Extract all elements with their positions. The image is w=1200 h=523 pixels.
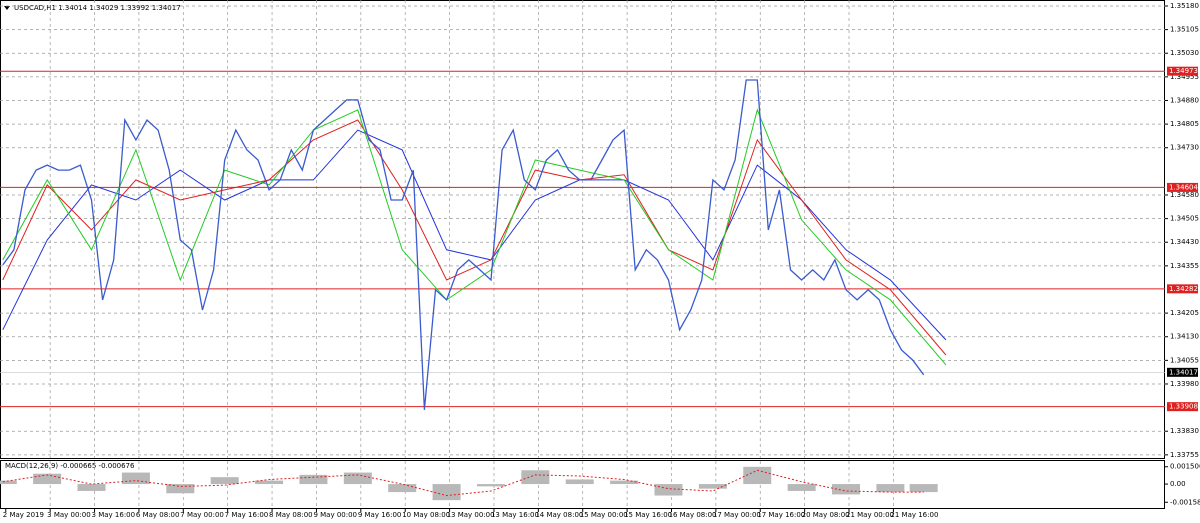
x-tick-label: 9 May 16:00 [358, 511, 402, 519]
y-tick-label: 1.33830 [1170, 427, 1199, 435]
level-tag [1167, 284, 1198, 294]
macd-bar [787, 484, 816, 491]
y-tick-label: 1.34055 [1170, 356, 1199, 364]
level-tag [1167, 402, 1198, 412]
last-price-label: 1.34017 [1169, 368, 1198, 376]
y-tick-label: 1.34730 [1170, 144, 1199, 152]
level-label: 1.34604 [1169, 183, 1198, 191]
macd-bar [210, 477, 239, 485]
menu-triangle[interactable] [4, 6, 10, 10]
macd-bar [77, 484, 106, 491]
x-tick-label: 7 May 00:00 [180, 511, 224, 519]
y-tick-label: 1.34880 [1170, 96, 1199, 104]
macd-bar [610, 480, 639, 485]
x-tick-label: 9 May 00:00 [313, 511, 357, 519]
x-tick-label: 16 May 08:00 [668, 511, 716, 519]
macd-bar [654, 484, 683, 496]
macd-bar [343, 472, 372, 485]
level-label: 1.34973 [1169, 67, 1198, 75]
y-tick-label: 1.35105 [1170, 26, 1199, 34]
x-tick-label: 20 May 08:00 [802, 511, 850, 519]
macd-bar [876, 484, 905, 493]
x-tick-label: 7 May 16:00 [225, 511, 269, 519]
x-tick-label: 13 May 16:00 [491, 511, 539, 519]
x-tick-label: 21 May 16:00 [890, 511, 938, 519]
x-tick-label: 8 May 08:00 [269, 511, 313, 519]
macd-bar [432, 484, 461, 501]
y-tick-label: 1.34355 [1170, 262, 1199, 270]
y-tick-label: 1.34580 [1170, 191, 1199, 199]
y-tick-label: 1.33980 [1170, 380, 1199, 388]
macd-signal [2, 469, 924, 497]
price-line [2, 79, 925, 410]
y-tick-label: 1.33755 [1170, 451, 1199, 459]
x-tick-label: 21 May 00:00 [846, 511, 894, 519]
macd-y-tick-label: 0.00 [1170, 480, 1186, 488]
y-tick-label: 1.34805 [1170, 120, 1199, 128]
y-tick-label: 1.35030 [1170, 49, 1199, 57]
y-tick-label: 1.34430 [1170, 238, 1199, 246]
level-label: 1.34282 [1169, 285, 1198, 293]
macd-bar [166, 484, 195, 494]
x-tick-label: 6 May 08:00 [136, 511, 180, 519]
level-tag [1167, 66, 1198, 76]
x-tick-label: 3 May 00:00 [47, 511, 91, 519]
x-tick-label: 15 May 00:00 [580, 511, 628, 519]
chart-title: USDCAD,H1 1.34014 1.34029 1.33992 1.3401… [14, 4, 181, 12]
x-tick-label: 13 May 00:00 [447, 511, 495, 519]
macd-bar [521, 470, 550, 485]
y-tick-label: 1.35180 [1170, 2, 1199, 10]
y-tick-label: 1.34505 [1170, 215, 1199, 223]
macd-bar [476, 484, 505, 487]
x-tick-label: 2 May 2019 [3, 511, 44, 519]
moving-average [2, 129, 947, 341]
x-tick-label: 15 May 16:00 [624, 511, 672, 519]
moving-average [2, 119, 947, 356]
y-tick-label: 1.34205 [1170, 309, 1199, 317]
macd-bar [299, 474, 328, 485]
macd-y-tick-label: -0.001584 [1170, 498, 1200, 506]
macd-bar [832, 484, 861, 495]
x-tick-label: 17 May 16:00 [757, 511, 805, 519]
macd-bar [121, 472, 150, 485]
x-tick-label: 14 May 08:00 [535, 511, 583, 519]
level-label: 1.33908 [1169, 403, 1198, 411]
x-tick-label: 17 May 00:00 [713, 511, 761, 519]
macd-bar [255, 480, 284, 485]
macd-y-tick-label: 0.001506 [1170, 463, 1200, 471]
x-tick-label: 10 May 08:00 [402, 511, 450, 519]
macd-bar [33, 473, 62, 485]
macd-bar [698, 484, 727, 489]
macd-panel-frame [0, 460, 1165, 509]
level-tag [1167, 182, 1198, 192]
x-tick-label: 3 May 16:00 [92, 511, 136, 519]
y-tick-label: 1.34130 [1170, 333, 1199, 341]
macd-bar [909, 484, 938, 493]
macd-bar [565, 479, 594, 485]
y-tick-label: 1.34955 [1170, 73, 1199, 81]
macd-bar [388, 484, 417, 493]
macd-bar [743, 466, 772, 485]
macd-label: MACD(12,26,9) -0.000665 -0.000676 [5, 462, 135, 470]
moving-average [2, 108, 947, 366]
last-price-tag [1167, 367, 1198, 377]
macd-bar [0, 480, 17, 485]
